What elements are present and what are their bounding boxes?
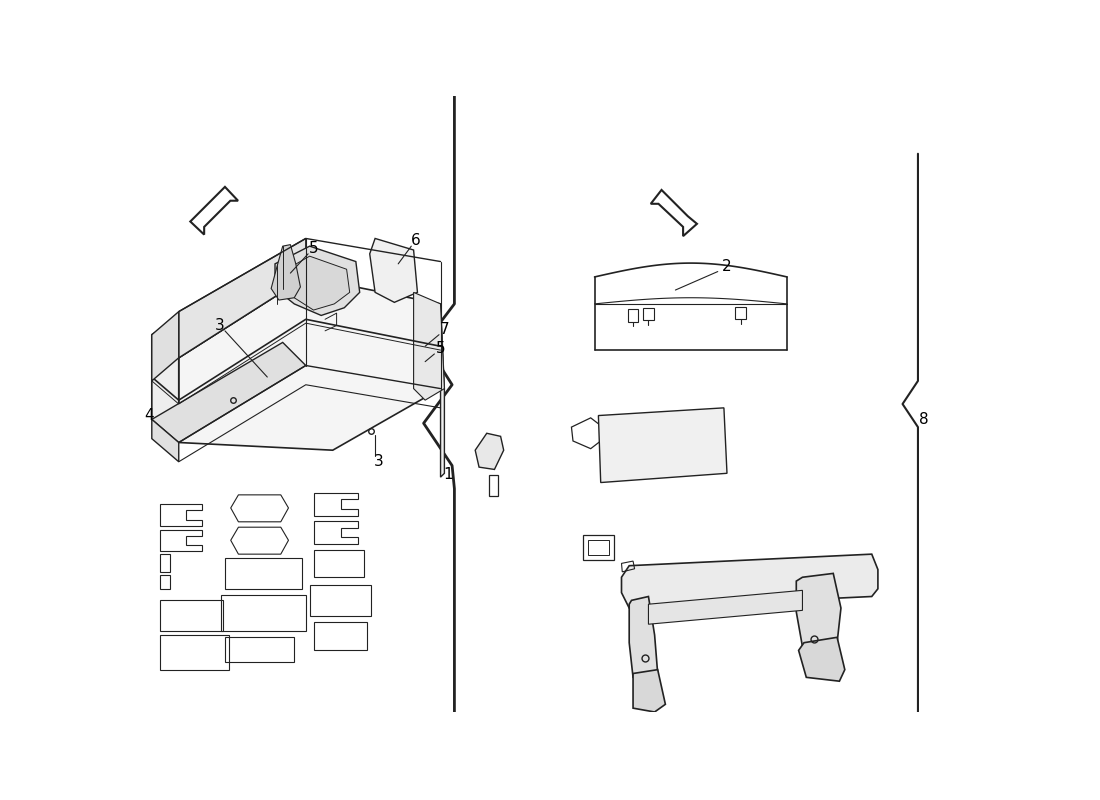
Polygon shape [796,574,842,650]
Polygon shape [414,292,444,400]
Text: 4: 4 [145,408,154,423]
Text: 1: 1 [443,467,453,482]
Text: 6: 6 [411,234,421,248]
Polygon shape [649,590,803,624]
Polygon shape [152,419,178,462]
Text: 2: 2 [723,259,732,274]
Polygon shape [271,245,300,300]
Polygon shape [152,342,306,442]
Polygon shape [178,238,306,358]
Polygon shape [598,408,727,482]
Polygon shape [152,254,306,358]
Text: 8: 8 [920,412,928,427]
Text: 5: 5 [436,341,446,356]
Polygon shape [440,304,444,477]
Polygon shape [799,638,845,682]
Polygon shape [152,334,178,442]
Polygon shape [283,256,350,310]
Polygon shape [275,246,360,315]
Polygon shape [475,434,504,470]
Polygon shape [178,277,440,450]
Text: 3: 3 [374,454,384,470]
Text: 7: 7 [440,322,449,337]
Polygon shape [629,597,658,682]
Text: 3: 3 [214,318,224,333]
Polygon shape [370,238,418,302]
Polygon shape [152,312,178,381]
Text: 5: 5 [309,241,318,256]
Polygon shape [621,554,878,608]
Polygon shape [634,670,665,712]
